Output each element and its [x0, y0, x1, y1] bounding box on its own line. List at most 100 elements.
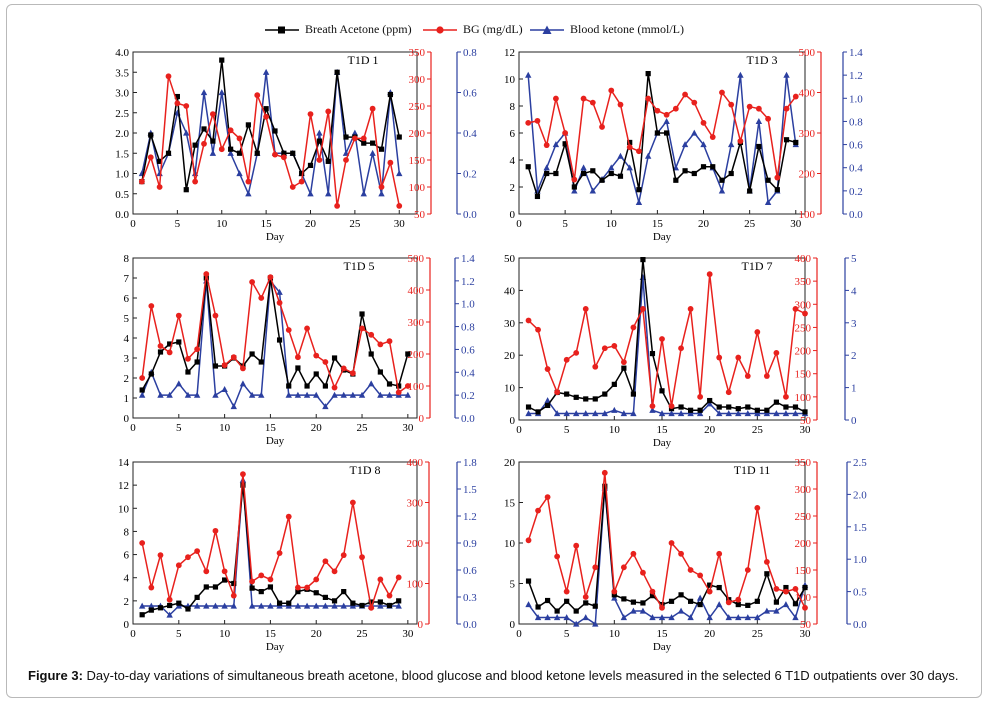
y-mid-tick-label: 250	[409, 101, 426, 113]
data-point-circle	[230, 592, 237, 599]
x-axis-label: Day	[266, 435, 285, 447]
data-point-triangle	[725, 410, 732, 417]
data-point-triangle	[716, 601, 723, 608]
series-bg	[525, 469, 808, 611]
data-point-triangle	[340, 602, 347, 609]
x-tick-label: 20	[704, 628, 716, 640]
y-mid-tick-label: 100	[795, 392, 812, 404]
data-point-square	[802, 409, 808, 415]
data-point-triangle	[395, 602, 402, 609]
series-blood-ketone	[138, 277, 412, 410]
series-breath-acetone	[139, 57, 402, 193]
data-point-circle	[156, 184, 163, 190]
data-point-triangle	[582, 410, 589, 417]
data-point-square	[659, 388, 665, 394]
data-point-circle	[166, 349, 173, 356]
y-left-tick-label: 1.0	[115, 169, 129, 181]
data-point-triangle	[245, 190, 252, 197]
y-left-tick-label: 0	[510, 619, 516, 631]
data-point-triangle	[285, 391, 292, 398]
data-point-triangle	[184, 391, 192, 398]
y-left-tick-label: 0	[124, 619, 130, 631]
data-point-square	[535, 409, 541, 415]
x-tick-label: 10	[606, 218, 618, 230]
data-point-circle	[351, 135, 358, 142]
x-tick-label: 15	[265, 628, 277, 640]
data-point-triangle	[553, 410, 561, 417]
y-right-tick-label: 0.8	[849, 116, 863, 128]
data-point-circle	[589, 99, 596, 106]
data-point-square	[793, 139, 799, 146]
y-right-tick-label: 1.2	[849, 70, 863, 82]
x-tick-label: 15	[261, 218, 273, 230]
data-point-triangle	[563, 614, 570, 621]
chart-title: T1D 3	[747, 53, 778, 67]
chart-panel-2: 0 5 10 15 20 25 30 Day T1D 3 0 2 4 6 8 10 12 100 200 300 40…	[504, 47, 863, 243]
data-point-square	[627, 139, 633, 146]
data-point-square	[773, 599, 779, 605]
data-point-square	[192, 142, 198, 148]
data-point-square	[307, 162, 314, 168]
data-point-triangle	[200, 89, 208, 96]
data-point-square	[599, 177, 605, 183]
series-bg	[525, 87, 799, 183]
y-right-tick-label: 0.4	[461, 367, 475, 379]
data-point-circle	[148, 584, 155, 591]
x-tick-label: 0	[130, 422, 136, 434]
data-point-triangle	[592, 410, 599, 417]
data-point-triangle	[658, 614, 666, 621]
data-point-circle	[340, 552, 347, 559]
data-point-square	[592, 603, 598, 609]
y-left-tick-label: 6	[510, 128, 516, 140]
legend-item-blood-ketone: Blood ketone (mmol/L)	[530, 22, 684, 37]
data-point-square	[783, 137, 790, 143]
data-point-triangle	[325, 190, 332, 197]
data-point-triangle	[212, 602, 219, 609]
data-point-square	[745, 404, 751, 410]
data-point-circle	[735, 354, 742, 361]
data-point-square	[707, 397, 713, 404]
data-point-square	[174, 93, 180, 100]
chart-panel-1: 0 5 10 15 20 25 30 Day T1D 1 0.0 0.5 1.0 1.5 2.0 2.5 3.…	[115, 47, 477, 243]
series-line	[141, 277, 409, 391]
data-point-square	[571, 184, 577, 190]
plot-frame	[518, 461, 806, 625]
y-left-tick-label: 20	[504, 350, 516, 362]
data-point-square	[678, 592, 684, 598]
figure-caption: Figure 3: Day-to-day variations of simul…	[28, 668, 968, 683]
data-point-square	[194, 594, 200, 600]
x-tick-label: 0	[516, 424, 522, 436]
x-tick-label: 30	[800, 424, 812, 436]
data-point-triangle	[644, 152, 652, 159]
y-mid-tick-label: 200	[409, 128, 426, 140]
y-mid-tick-label: 350	[795, 276, 812, 288]
data-point-circle	[316, 157, 323, 163]
y-right-tick-label: 2.0	[853, 489, 867, 501]
data-point-triangle	[212, 391, 219, 398]
data-point-triangle	[687, 410, 694, 417]
data-point-triangle	[294, 602, 302, 609]
y-mid-tick-label: 50	[414, 209, 426, 221]
data-point-triangle	[773, 410, 780, 417]
data-point-square	[621, 365, 627, 371]
data-point-square	[203, 584, 209, 590]
data-point-triangle	[377, 391, 384, 398]
data-point-square	[212, 584, 219, 590]
x-tick-label: 10	[219, 628, 231, 640]
data-point-circle	[175, 312, 182, 319]
y-left-tick-label: 50	[504, 253, 516, 265]
y-right-tick-label: 1.2	[461, 276, 475, 288]
y-left-tick-label: 8	[510, 101, 516, 113]
data-point-square	[649, 350, 656, 357]
y-left-tick-label: 10	[118, 503, 130, 515]
data-point-square	[654, 130, 660, 136]
y-left-tick-label: 2.0	[115, 128, 129, 140]
series-bg	[139, 471, 402, 611]
data-point-square	[697, 601, 703, 608]
data-point-circle	[359, 325, 365, 332]
data-point-circle	[263, 113, 270, 120]
series-blood-ketone	[138, 476, 402, 618]
data-point-square	[377, 599, 383, 605]
data-point-circle	[580, 95, 587, 102]
data-point-triangle	[718, 187, 726, 194]
